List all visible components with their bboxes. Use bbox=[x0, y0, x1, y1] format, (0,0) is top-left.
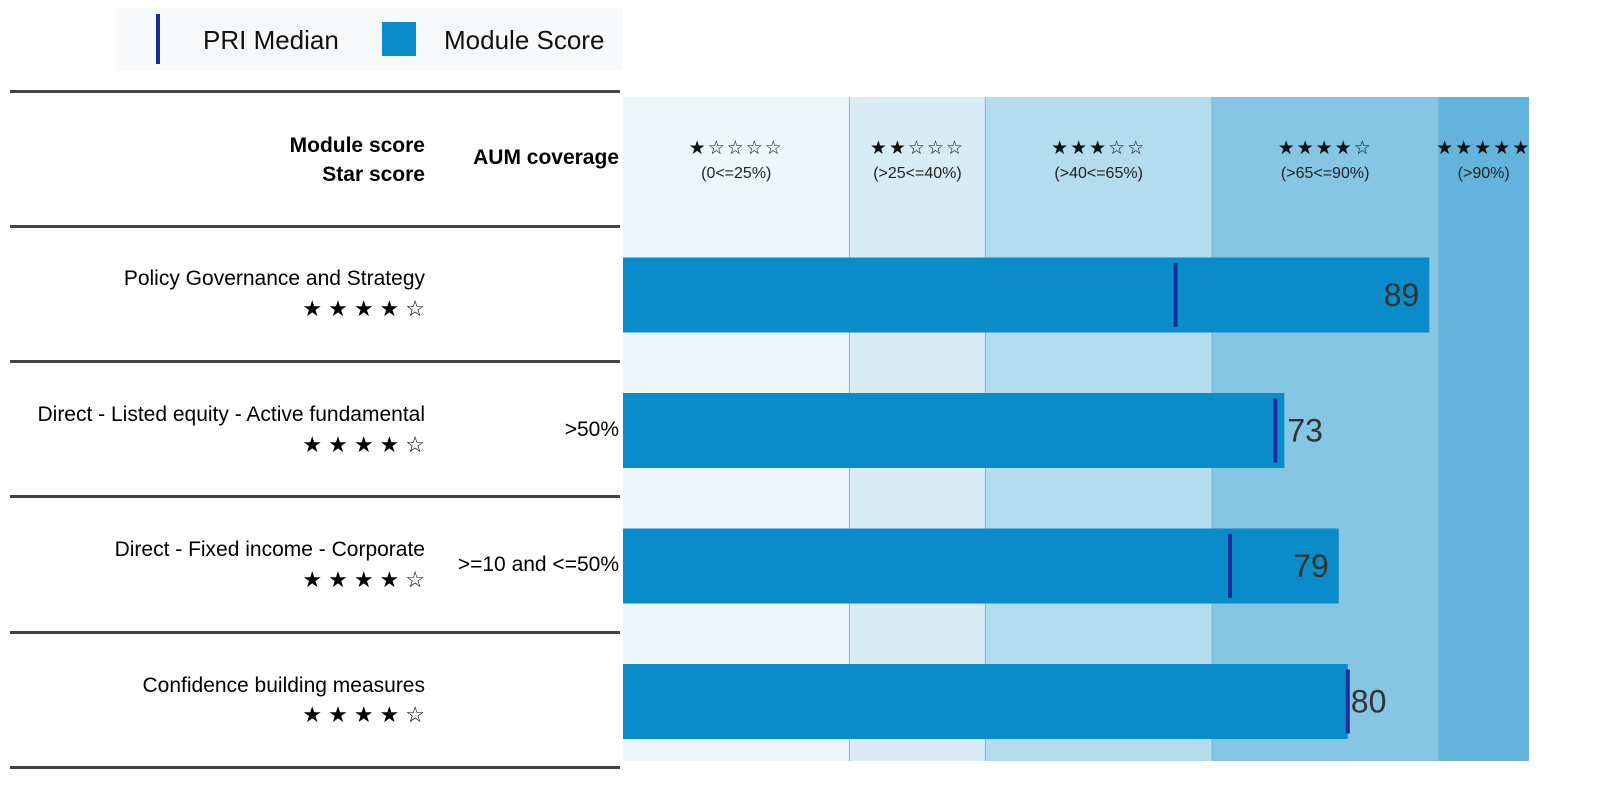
score-chart: ★☆☆☆☆ (0<=25%) ★★☆☆☆ (>25<=40%) ★★★☆☆ (>40<=6… bbox=[623, 97, 1529, 761]
column-header-module-star: Module score Star score bbox=[290, 131, 425, 189]
row-label-listed-equity: Direct - Listed equity - Active fundamen… bbox=[37, 403, 425, 426]
score-value-label: 79 bbox=[1293, 548, 1329, 584]
legend-score-label: Module Score bbox=[444, 25, 605, 55]
score-bar bbox=[623, 664, 1348, 739]
module-score-header: Module score bbox=[289, 134, 425, 157]
score-value-label: 73 bbox=[1287, 413, 1323, 449]
score-value-label: 80 bbox=[1351, 684, 1387, 720]
aum-coverage-header: AUM coverage bbox=[473, 146, 619, 169]
median-marker bbox=[1273, 398, 1278, 463]
band-stars-3: ★★★☆☆ bbox=[1051, 137, 1146, 159]
separator-line bbox=[10, 225, 620, 228]
separator-line bbox=[10, 360, 620, 363]
band-stars-5: ★★★★★ bbox=[1436, 137, 1529, 159]
median-marker bbox=[1345, 669, 1350, 734]
star-band-5 bbox=[1438, 97, 1529, 761]
score-bar bbox=[623, 393, 1285, 468]
score-bar bbox=[623, 257, 1430, 333]
legend-score-swatch bbox=[382, 22, 416, 56]
score-bar bbox=[623, 528, 1339, 604]
band-stars-4: ★★★★☆ bbox=[1278, 137, 1373, 159]
row-stars-fixed-income: ★★★★☆ bbox=[302, 567, 431, 592]
row-label-confidence-building: Confidence building measures bbox=[142, 674, 425, 697]
chart-legend: PRI Median Module Score bbox=[115, 8, 623, 71]
row-label-policy-governance: Policy Governance and Strategy bbox=[123, 267, 425, 290]
median-marker bbox=[1228, 534, 1233, 598]
row-stars-listed-equity: ★★★★☆ bbox=[302, 432, 431, 457]
band-range-label-2: (>25<=40%) bbox=[873, 165, 962, 182]
band-range-label-5: (>90%) bbox=[1458, 165, 1510, 182]
separator-line bbox=[10, 631, 620, 634]
band-stars-2: ★★☆☆☆ bbox=[870, 137, 965, 159]
separator-line bbox=[10, 495, 620, 498]
legend-median-label: PRI Median bbox=[203, 25, 339, 55]
separator-line bbox=[10, 766, 620, 769]
band-range-label-1: (0<=25%) bbox=[701, 165, 771, 182]
star-score-header: Star score bbox=[322, 163, 425, 186]
band-stars-1: ★☆☆☆☆ bbox=[689, 137, 784, 159]
row-aum-fixed-income: >=10 and <=50% bbox=[457, 553, 619, 576]
row-stars-confidence-building: ★★★★☆ bbox=[302, 702, 431, 727]
median-marker bbox=[1173, 263, 1178, 327]
legend-median-marker bbox=[156, 14, 160, 64]
score-value-label: 89 bbox=[1384, 277, 1420, 313]
separator-line bbox=[10, 90, 620, 93]
band-range-label-3: (>40<=65%) bbox=[1054, 165, 1143, 182]
row-label-fixed-income: Direct - Fixed income - Corporate bbox=[114, 538, 425, 561]
row-aum-listed-equity: >50% bbox=[564, 418, 619, 441]
band-range-label-4: (>65<=90%) bbox=[1281, 165, 1370, 182]
row-stars-policy-governance: ★★★★☆ bbox=[302, 296, 431, 321]
